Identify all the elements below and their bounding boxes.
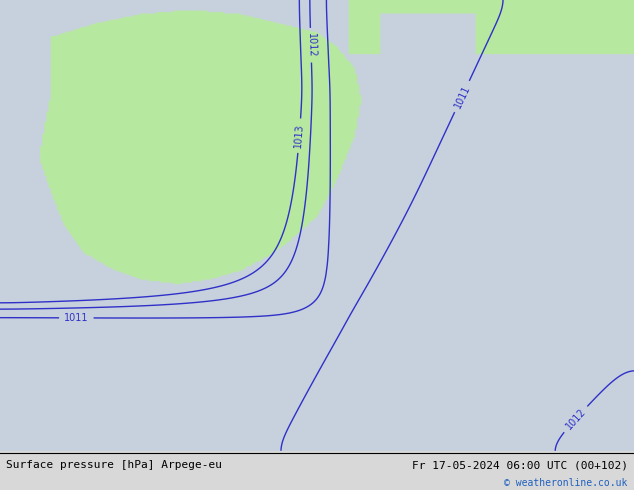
Text: © weatheronline.co.uk: © weatheronline.co.uk: [504, 478, 628, 488]
Text: Fr 17-05-2024 06:00 UTC (00+102): Fr 17-05-2024 06:00 UTC (00+102): [411, 461, 628, 470]
Text: 1011: 1011: [64, 313, 89, 323]
Text: 1013: 1013: [294, 123, 306, 148]
Text: 1011: 1011: [452, 83, 472, 110]
Text: 1012: 1012: [306, 33, 316, 58]
Text: 1012: 1012: [564, 407, 588, 432]
Text: Surface pressure [hPa] Arpege-eu: Surface pressure [hPa] Arpege-eu: [6, 461, 223, 470]
FancyBboxPatch shape: [0, 0, 634, 451]
